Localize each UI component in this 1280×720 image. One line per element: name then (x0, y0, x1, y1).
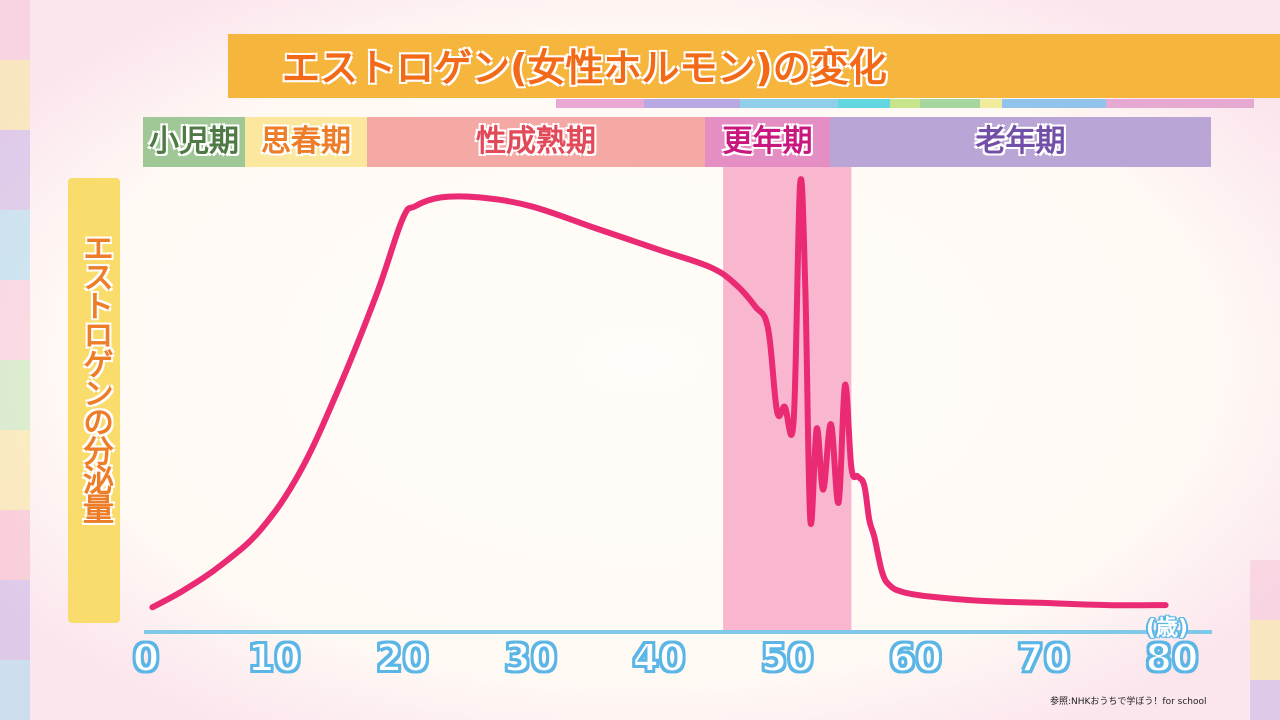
title-stripe-1 (556, 99, 644, 108)
x-tick-label: 70 (1016, 635, 1071, 681)
x-tick-label: 10 (247, 635, 302, 681)
estrogen-curve (149, 176, 1169, 611)
chart-title: エストロゲン(女性ホルモン)の変化 (282, 46, 887, 90)
source-credit: 参照:NHKおうちで学ぼう！for school (1050, 697, 1207, 707)
stage-menopause: 更年期 (705, 117, 830, 167)
x-axis-unit: (歳) (1146, 616, 1189, 641)
stage-puberty: 思春期 (245, 117, 367, 167)
y-axis-label-box (68, 178, 120, 623)
x-tick-label: 60 (888, 635, 943, 681)
title-stripe-6 (920, 99, 980, 108)
title-stripe-3 (740, 99, 838, 108)
x-tick-label: 20 (375, 635, 430, 681)
title-stripe-9 (1106, 99, 1254, 108)
x-tick-label: 40 (632, 635, 687, 681)
x-tick-label: 0 (132, 635, 160, 681)
title-stripe-7 (980, 99, 1002, 108)
title-stripe-8 (1002, 99, 1106, 108)
menopause-band (723, 167, 852, 632)
x-tick-label: 50 (760, 635, 815, 681)
title-stripe-4 (838, 99, 890, 108)
x-tick-label: 30 (503, 635, 558, 681)
x-tick-label: 80 (1145, 635, 1200, 681)
stage-sexual-maturity: 性成熟期 (367, 117, 705, 167)
stage-senescence: 老年期 (830, 117, 1211, 167)
title-stripe-5 (890, 99, 920, 108)
stage-childhood: 小児期 (143, 117, 245, 167)
y-axis-label: エストロゲンの分泌量 (77, 232, 113, 522)
title-bar (228, 34, 1280, 98)
title-stripe-2 (644, 99, 740, 108)
